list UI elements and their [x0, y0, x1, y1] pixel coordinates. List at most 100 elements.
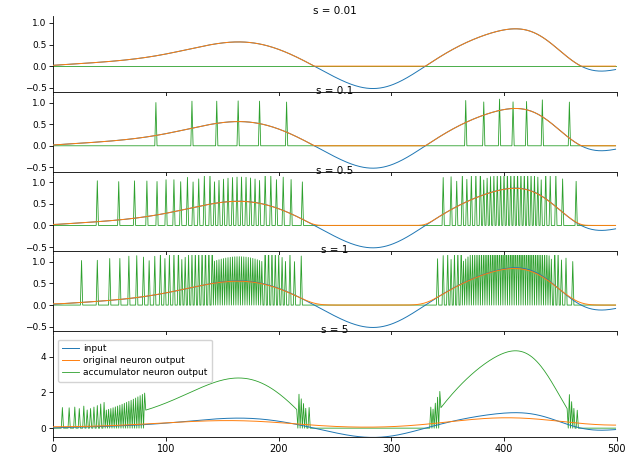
accumulator neuron output [50, 143, 57, 149]
input [386, 433, 393, 439]
original neuron output [386, 424, 393, 430]
Title: s = 0.5: s = 0.5 [317, 165, 354, 176]
accumulator neuron output [598, 63, 606, 69]
original neuron output [320, 223, 328, 228]
original neuron output [612, 63, 619, 69]
original neuron output [600, 63, 608, 69]
input [317, 306, 324, 311]
input [512, 185, 519, 191]
accumulator neuron output [354, 302, 361, 308]
original neuron output [318, 63, 325, 69]
input [320, 228, 328, 234]
Line: original neuron output: original neuron output [53, 418, 615, 427]
accumulator neuron output [384, 143, 392, 149]
original neuron output [600, 422, 608, 428]
Line: original neuron output: original neuron output [53, 109, 615, 146]
accumulator neuron output [354, 63, 361, 69]
accumulator neuron output [354, 425, 361, 431]
accumulator neuron output [384, 223, 392, 228]
input [512, 185, 520, 191]
input [354, 322, 361, 328]
original neuron output [600, 302, 608, 308]
original neuron output [50, 63, 57, 68]
Line: input: input [53, 188, 615, 248]
original neuron output [355, 63, 362, 69]
accumulator neuron output [612, 302, 619, 308]
Line: original neuron output: original neuron output [53, 268, 615, 305]
accumulator neuron output [512, 223, 519, 228]
input [386, 243, 393, 248]
accumulator neuron output [599, 302, 607, 308]
input [612, 427, 619, 432]
accumulator neuron output [317, 425, 324, 431]
original neuron output [612, 302, 619, 308]
original neuron output [512, 415, 520, 421]
input [317, 67, 324, 72]
accumulator neuron output [599, 143, 607, 149]
Line: accumulator neuron output: accumulator neuron output [53, 230, 615, 305]
original neuron output [321, 63, 328, 69]
input [50, 142, 57, 148]
input [317, 226, 324, 232]
original neuron output [612, 143, 619, 149]
accumulator neuron output [512, 348, 519, 353]
input [600, 227, 608, 233]
input [369, 435, 377, 440]
Line: input: input [53, 268, 615, 328]
accumulator neuron output [512, 227, 519, 233]
accumulator neuron output [50, 63, 57, 69]
input [512, 26, 519, 31]
original neuron output [612, 422, 619, 428]
input [386, 163, 393, 168]
input [512, 410, 519, 415]
original neuron output [347, 302, 355, 308]
accumulator neuron output [317, 223, 324, 228]
original neuron output [50, 221, 57, 227]
original neuron output [50, 301, 57, 306]
input [369, 165, 377, 171]
original neuron output [320, 423, 328, 429]
input [317, 146, 324, 152]
original neuron output [317, 302, 324, 307]
accumulator neuron output [384, 425, 392, 431]
accumulator neuron output [477, 165, 484, 171]
input [50, 222, 57, 227]
original neuron output [386, 143, 393, 149]
original neuron output [504, 415, 511, 421]
input [320, 427, 328, 433]
input [512, 106, 519, 111]
accumulator neuron output [354, 223, 361, 228]
input [354, 243, 361, 249]
input [600, 307, 608, 313]
Line: accumulator neuron output: accumulator neuron output [53, 168, 615, 226]
input [512, 26, 520, 31]
input [512, 410, 520, 415]
accumulator neuron output [50, 223, 57, 228]
Line: original neuron output: original neuron output [53, 188, 615, 226]
original neuron output [512, 266, 520, 271]
original neuron output [600, 143, 608, 149]
input [612, 67, 619, 72]
accumulator neuron output [612, 143, 619, 149]
input [600, 68, 608, 74]
accumulator neuron output [320, 143, 328, 149]
accumulator neuron output [50, 425, 57, 431]
original neuron output [511, 266, 518, 271]
input [50, 63, 57, 68]
input [369, 245, 377, 251]
accumulator neuron output [50, 302, 57, 308]
input [354, 163, 361, 169]
accumulator neuron output [511, 348, 518, 353]
input [612, 146, 619, 152]
accumulator neuron output [320, 302, 328, 308]
original neuron output [355, 223, 362, 228]
input [512, 265, 519, 271]
original neuron output [315, 143, 322, 149]
Line: input: input [53, 413, 615, 438]
input [50, 425, 57, 431]
accumulator neuron output [495, 96, 503, 102]
Line: input: input [53, 29, 615, 88]
accumulator neuron output [317, 143, 324, 149]
input [354, 84, 361, 89]
input [354, 434, 361, 439]
